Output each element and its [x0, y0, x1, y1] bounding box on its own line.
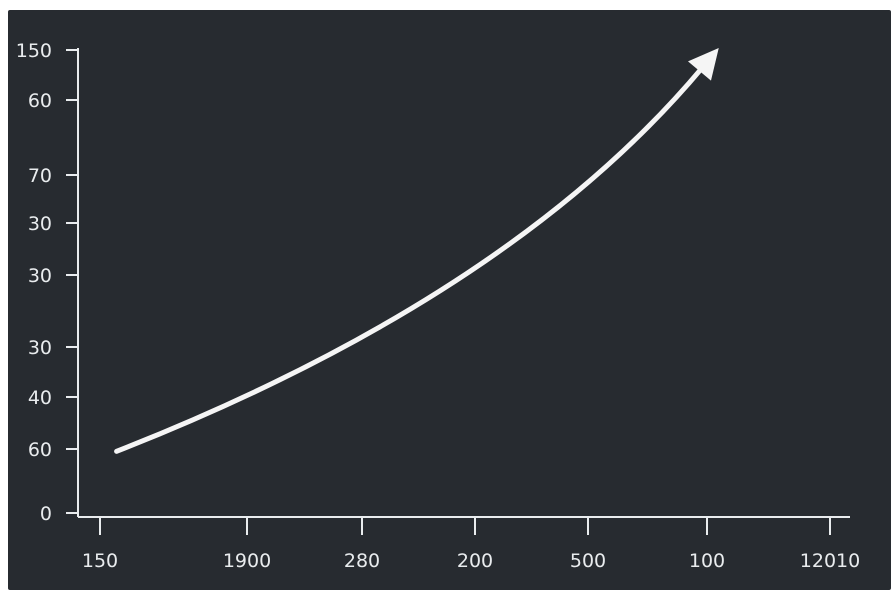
x-tick-label: 1900: [223, 550, 271, 572]
y-tick-label: 30: [28, 265, 52, 287]
y-tick-label: 30: [28, 213, 52, 235]
x-tick-label: 280: [344, 550, 380, 572]
series-layer: [114, 48, 719, 454]
arrowhead: [687, 48, 719, 81]
y-tick-label: 70: [28, 165, 52, 187]
x-tick-label: 100: [689, 550, 725, 572]
x-tick-label: 200: [457, 550, 493, 572]
y-tick-label: 150: [16, 40, 52, 62]
y-tick-label: 0: [40, 503, 52, 525]
y-tick-label: 40: [28, 387, 52, 409]
chart-panel: [8, 10, 891, 590]
y-axis-ticks: 0 60 40 30 30 30 70 60 150: [16, 40, 78, 525]
x-tick-label: 12010: [800, 550, 860, 572]
series-line: [114, 65, 705, 454]
chart-axes: [77, 48, 850, 518]
x-tick-label: 500: [570, 550, 606, 572]
y-tick-label: 30: [28, 337, 52, 359]
x-axis-ticks: 150 1900 280 200 500 100 12010: [82, 517, 860, 572]
y-tick-label: 60: [28, 90, 52, 112]
y-tick-label: 60: [28, 439, 52, 461]
x-tick-label: 150: [82, 550, 118, 572]
